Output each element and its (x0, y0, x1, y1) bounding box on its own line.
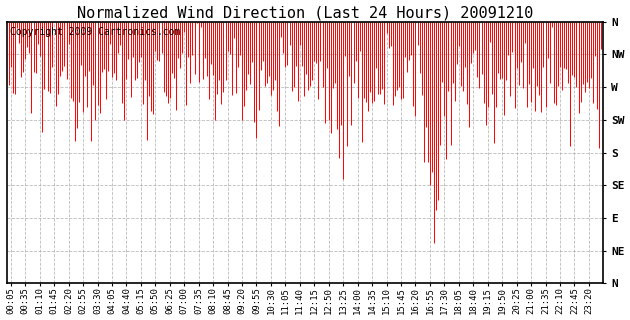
Title: Normalized Wind Direction (Last 24 Hours) 20091210: Normalized Wind Direction (Last 24 Hours… (77, 5, 533, 20)
Text: Copyright 2009 Cartronics.com: Copyright 2009 Cartronics.com (9, 27, 180, 37)
